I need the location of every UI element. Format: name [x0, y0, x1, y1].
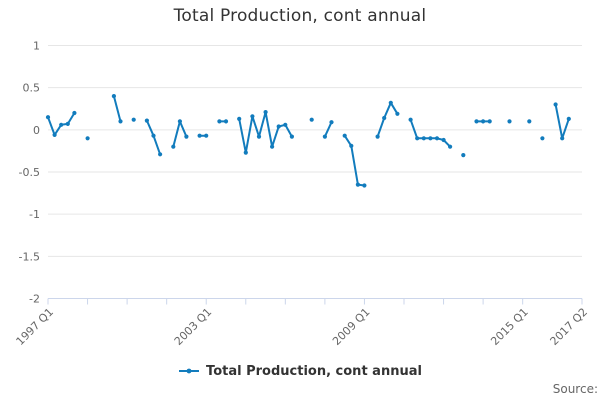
- data-point-marker: [375, 134, 380, 139]
- data-point-marker: [45, 115, 51, 120]
- chart-title: Total Production, cont annual: [173, 6, 427, 26]
- data-point-marker: [177, 119, 182, 124]
- data-point-marker: [52, 132, 57, 137]
- svg-text:2017 Q2: 2017 Q2: [548, 305, 591, 348]
- data-point-marker: [59, 122, 64, 127]
- data-point-marker: [270, 144, 275, 149]
- data-point-marker: [283, 122, 288, 127]
- data-point-marker: [566, 116, 571, 121]
- data-point-marker: [474, 119, 479, 124]
- data-point-marker: [144, 118, 149, 123]
- data-point-marker: [197, 133, 202, 138]
- legend[interactable]: Total Production, cont annual: [0, 360, 600, 382]
- data-point-marker: [204, 133, 209, 138]
- svg-text:-0.5: -0.5: [19, 166, 40, 179]
- data-point-marker: [237, 116, 242, 121]
- data-point-marker: [118, 119, 123, 124]
- data-point-marker: [184, 134, 189, 139]
- data-point-marker: [250, 114, 255, 119]
- data-point-marker: [421, 136, 426, 141]
- svg-text:-2: -2: [29, 293, 40, 306]
- x-axis: [47, 298, 583, 305]
- data-point-marker: [322, 134, 327, 139]
- data-point-marker: [65, 121, 70, 126]
- data-point-marker: [428, 136, 433, 141]
- data-point-marker: [448, 144, 453, 149]
- svg-text:1997 Q1: 1997 Q1: [14, 305, 57, 348]
- data-point-marker: [388, 100, 393, 105]
- data-point-marker: [243, 150, 248, 155]
- data-point-marker: [434, 136, 440, 141]
- data-point-marker: [408, 117, 413, 122]
- data-point-marker: [441, 137, 446, 143]
- data-point-marker: [487, 119, 492, 124]
- data-point-marker: [553, 102, 558, 107]
- svg-text:2015 Q1: 2015 Q1: [488, 305, 531, 348]
- data-point-marker: [382, 115, 387, 121]
- data-point-marker: [342, 133, 347, 138]
- data-point-marker: [158, 152, 163, 157]
- data-point-marker: [540, 136, 545, 141]
- data-point-marker: [362, 183, 367, 188]
- data-point-marker: [276, 124, 281, 129]
- data-point-marker: [171, 144, 176, 149]
- data-point-marker: [151, 133, 156, 138]
- svg-text:2003 Q1: 2003 Q1: [172, 305, 215, 348]
- data-point-marker: [111, 94, 116, 99]
- data-point-marker: [355, 182, 360, 187]
- data-point-marker: [481, 119, 486, 124]
- series-total-production: [45, 94, 571, 188]
- y-axis-labels: 1 0.5 0 -0.5 -1 -1.5 -2: [19, 40, 40, 306]
- data-point-marker: [461, 153, 466, 158]
- svg-text:0.5: 0.5: [23, 82, 41, 95]
- data-point-marker: [217, 119, 222, 124]
- source-label: Source:: [552, 382, 598, 396]
- svg-text:2009 Q1: 2009 Q1: [330, 305, 373, 348]
- data-point-marker: [395, 111, 400, 116]
- svg-text:-1.5: -1.5: [19, 250, 40, 263]
- data-point-marker: [527, 119, 532, 124]
- data-point-marker: [349, 143, 354, 148]
- data-point-marker: [256, 134, 262, 139]
- x-axis-labels: 1997 Q1 2003 Q1 2009 Q1 2015 Q1 2017 Q2: [14, 305, 591, 348]
- data-point-marker: [72, 110, 77, 116]
- svg-text:-1: -1: [29, 208, 40, 221]
- gridlines: [48, 45, 582, 299]
- svg-text:0: 0: [33, 124, 40, 137]
- legend-series-marker-icon: [179, 368, 200, 374]
- legend-series-label[interactable]: Total Production, cont annual: [206, 363, 422, 379]
- data-point-marker: [329, 120, 334, 125]
- data-point-marker: [223, 119, 229, 124]
- data-point-marker: [289, 134, 294, 139]
- data-point-marker: [309, 117, 314, 122]
- data-point-marker: [507, 119, 512, 124]
- data-point-marker: [85, 136, 90, 141]
- svg-text:1: 1: [33, 40, 40, 53]
- data-point-marker: [131, 117, 136, 122]
- data-point-marker: [263, 110, 268, 115]
- data-point-marker: [415, 136, 420, 141]
- data-point-marker: [560, 136, 565, 141]
